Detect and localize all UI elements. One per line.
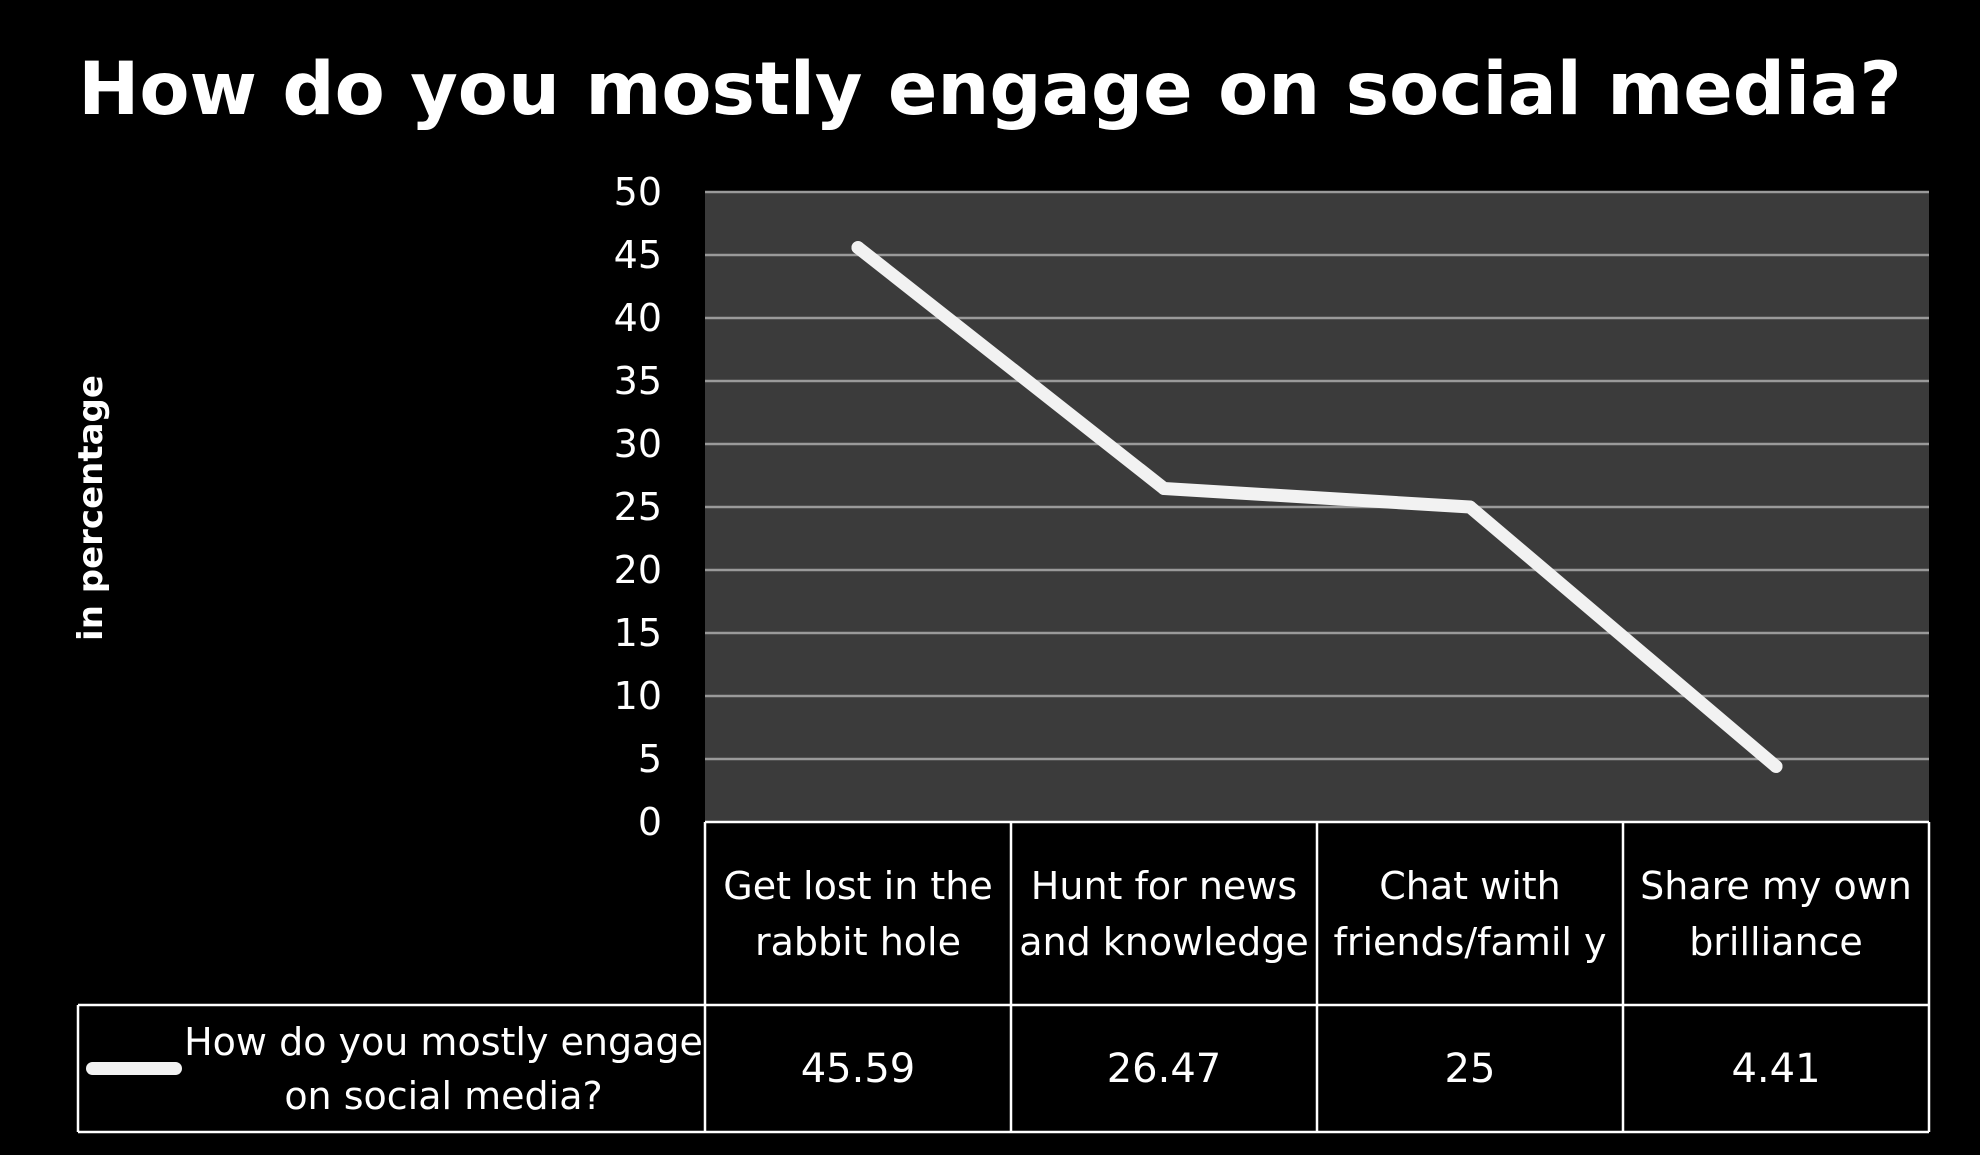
series-points	[851, 241, 1783, 773]
y-tick-label: 50	[614, 170, 662, 214]
chart-title: How do you mostly engage on social media…	[78, 47, 1902, 132]
data-value-label: 45.59	[800, 1045, 916, 1092]
y-tick-label: 0	[638, 800, 662, 844]
legend-line-key	[86, 1062, 182, 1075]
y-tick-label: 25	[614, 485, 662, 529]
y-tick-label: 30	[614, 422, 662, 466]
y-tick-label: 15	[614, 611, 662, 655]
y-tick-label: 35	[614, 359, 662, 403]
legend-series-name: How do you mostly engage on social media…	[184, 1019, 703, 1118]
category-label: Share my own brilliance	[1640, 863, 1912, 964]
y-tick-label: 45	[614, 233, 662, 277]
series-line	[851, 241, 1783, 773]
y-tick-label: 10	[614, 674, 662, 718]
y-tick-label: 40	[614, 296, 662, 340]
y-tick-label: 5	[638, 737, 662, 781]
data-value-label: 25	[1444, 1045, 1496, 1092]
data-value-label: 4.41	[1731, 1045, 1821, 1092]
y-tick-labels: 0 5 10 15 20 25 30 35 40 45 50	[614, 170, 662, 844]
legend-cell: How do you mostly engage on social media…	[78, 1005, 705, 1132]
data-point	[1769, 759, 1783, 773]
data-table-grid	[76, 820, 1931, 1134]
gridlines	[705, 190, 1929, 761]
category-label: Chat with friends/famil y	[1333, 863, 1607, 964]
y-tick-label: 20	[614, 548, 662, 592]
data-value-label: 26.47	[1106, 1045, 1222, 1092]
category-label: Get lost in the rabbit hole	[723, 863, 993, 964]
data-point	[1463, 500, 1477, 514]
data-point	[1157, 481, 1171, 495]
category-label: Hunt for news and knowledge	[1019, 863, 1309, 964]
data-point	[851, 241, 865, 255]
